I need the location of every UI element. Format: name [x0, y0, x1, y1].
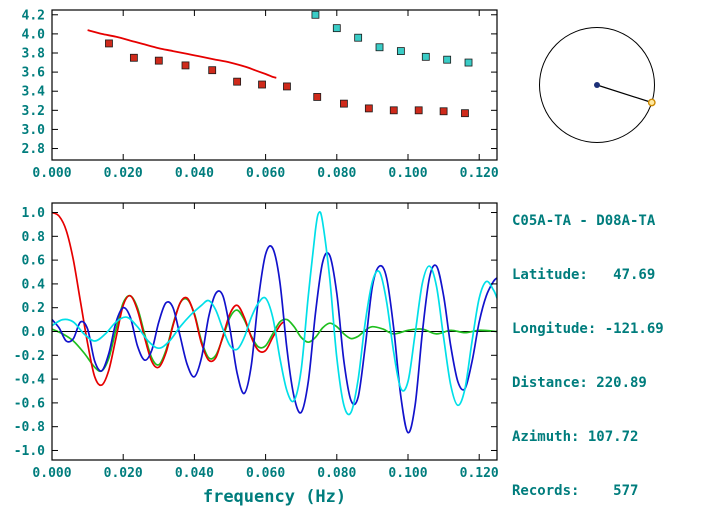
phase-velocity-red-squares-marker [313, 93, 322, 101]
x-tick-label: 0.020 [104, 466, 143, 481]
red-waveform [52, 211, 285, 387]
phase-velocity-red-squares-marker [154, 56, 163, 65]
phase-velocity-cyan-squares-marker [375, 43, 384, 52]
pair-station-marker [647, 98, 656, 107]
phase-velocity-cyan-squares-marker [332, 24, 341, 33]
azimuth-line: Azimuth: 107.72 [512, 429, 639, 445]
distance-line: Distance: 220.89 [512, 375, 647, 391]
azimuth-ray [596, 84, 652, 104]
y-tick-label: 0.0 [22, 325, 46, 340]
x-tick-label: 0.040 [175, 466, 214, 481]
phase-velocity-cyan-squares-marker [443, 55, 452, 64]
phase-velocity-red-squares-marker [258, 80, 266, 89]
y-tick-label: 4.2 [22, 8, 45, 23]
y-tick-label: 3.6 [22, 66, 46, 81]
phase-velocity-red-squares-marker [414, 106, 423, 115]
y-tick-label: 3.0 [22, 123, 46, 138]
y-tick-label: -0.2 [14, 349, 45, 364]
records-line: Records: 577 [512, 483, 639, 499]
cyan-waveform [52, 211, 497, 416]
phase-velocity-red-squares-marker [233, 77, 242, 86]
y-tick-label: 3.8 [22, 46, 46, 61]
y-tick-label: -0.8 [14, 420, 45, 435]
x-tick-label: 0.100 [388, 466, 427, 481]
phase-velocity-red-squares-marker [283, 82, 291, 91]
x-tick-label: 0.060 [246, 166, 285, 181]
station-pair-info: C05A-TA - D08A-TA Latitude: 47.69 Longit… [512, 176, 664, 519]
phase-velocity-red-squares-marker [208, 66, 217, 75]
phase-velocity-red-squares-marker [129, 53, 138, 62]
y-tick-label: 1.0 [22, 206, 46, 221]
y-tick-label: 3.4 [22, 85, 46, 100]
phase-velocity-red-squares-marker [461, 109, 469, 118]
y-tick-label: 0.6 [22, 254, 46, 269]
phase-velocity-red-squares-marker [389, 106, 398, 115]
phase-velocity-cyan-squares-marker [421, 52, 430, 61]
phase-velocity-red-squares-marker [364, 104, 373, 113]
y-tick-label: -1.0 [14, 444, 45, 459]
x-axis-label: frequency (Hz) [203, 487, 346, 507]
phase-velocity-cyan-squares-marker [396, 47, 405, 55]
phase-velocity-cyan-squares-marker [464, 58, 473, 67]
y-tick-label: -0.6 [14, 396, 45, 411]
phase-velocity-red-squares-marker [105, 39, 113, 48]
y-tick-label: 2.8 [22, 142, 46, 157]
center-station-dot [594, 82, 600, 88]
y-tick-label: -0.4 [14, 373, 45, 388]
y-tick-label: 4.0 [22, 27, 46, 42]
phase-velocity-red-squares-marker [181, 61, 190, 70]
station-pair-label: C05A-TA - D08A-TA [512, 213, 656, 229]
dispersion-panel-frame [51, 9, 498, 161]
blue-waveform [52, 245, 497, 434]
x-tick-label: 0.080 [317, 466, 356, 481]
x-tick-label: 0.100 [388, 166, 427, 181]
x-tick-label: 0.120 [460, 466, 499, 481]
x-tick-label: 0.020 [104, 166, 143, 181]
x-tick-label: 0.120 [460, 166, 499, 181]
x-tick-label: 0.000 [32, 466, 71, 481]
x-tick-label: 0.040 [175, 166, 214, 181]
reference-dispersion-curve [87, 29, 277, 79]
latitude-line: Latitude: 47.69 [512, 267, 656, 283]
y-tick-label: 0.2 [22, 301, 45, 316]
phase-velocity-red-squares-marker [340, 99, 348, 108]
x-tick-label: 0.080 [317, 166, 356, 181]
phase-velocity-red-squares-marker [439, 107, 448, 116]
y-tick-label: 0.8 [22, 230, 46, 245]
x-tick-label: 0.000 [32, 166, 71, 181]
phase-velocity-cyan-squares-marker [354, 33, 363, 42]
azimuth-circle [539, 27, 655, 143]
y-tick-label: 0.4 [22, 277, 46, 292]
phase-velocity-cyan-squares-marker [311, 10, 320, 19]
x-tick-label: 0.060 [246, 466, 285, 481]
y-tick-label: 3.2 [22, 104, 45, 119]
longitude-line: Longitude: -121.69 [512, 321, 664, 337]
